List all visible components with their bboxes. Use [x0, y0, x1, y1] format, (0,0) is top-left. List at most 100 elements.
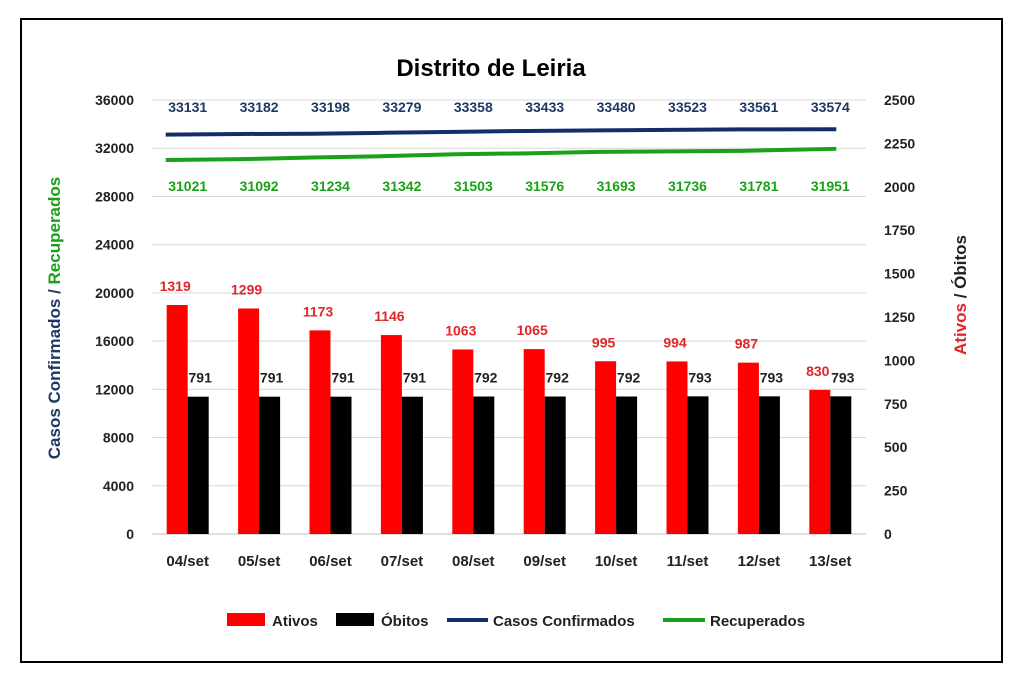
bar-ativos	[166, 305, 188, 534]
chart-title: Distrito de Leiria	[396, 55, 586, 82]
bar-ativos	[309, 330, 331, 534]
data-label-obitos: 793	[688, 369, 712, 385]
data-label-obitos: 791	[189, 370, 213, 386]
right-tick-label: 2500	[884, 92, 915, 108]
category-label: 05/set	[238, 553, 281, 570]
data-label-ativos: 830	[806, 363, 830, 379]
lines	[165, 127, 837, 163]
bar-obitos	[330, 396, 352, 534]
bar-ativos	[523, 349, 545, 534]
right-axis-title-part1: Ativos	[951, 303, 970, 355]
category-label: 12/set	[738, 553, 781, 570]
data-label-obitos: 792	[474, 370, 498, 386]
right-axis-title: Ativos / Óbitos	[951, 235, 970, 355]
right-tick-label: 0	[884, 526, 892, 542]
bar-ativos	[737, 362, 759, 534]
data-label-recuperados: 31503	[454, 178, 493, 194]
data-label-obitos: 792	[546, 370, 570, 386]
data-label-confirmados: 33131	[168, 99, 207, 115]
bar-obitos	[544, 396, 566, 534]
data-label-recuperados: 31092	[240, 178, 279, 194]
data-labels: 1319 791 1299 791 1173 791 1146 791 1063 792 1065 7…	[160, 99, 855, 386]
line-casos-confirmados	[165, 127, 837, 137]
data-label-confirmados: 33574	[811, 99, 850, 115]
legend-label-obitos: Óbitos	[381, 612, 429, 630]
left-axis-title: Casos Confirmados / Recuperados	[45, 177, 64, 459]
data-label-recuperados: 31781	[739, 178, 778, 194]
bar-obitos	[758, 396, 780, 534]
left-tick-label: 16000	[95, 333, 134, 349]
bar-ativos	[238, 308, 260, 534]
right-axis-title-part2: Óbitos	[951, 235, 970, 289]
data-label-obitos: 791	[403, 370, 427, 386]
data-label-recuperados: 31576	[525, 178, 564, 194]
data-label-ativos: 1146	[374, 308, 405, 324]
data-label-recuperados: 31736	[668, 178, 707, 194]
left-axis-title-part2: Recuperados	[45, 177, 64, 285]
left-tick-label: 12000	[95, 381, 134, 397]
data-label-ativos: 995	[592, 334, 616, 350]
category-label: 10/set	[595, 553, 638, 570]
right-tick-label: 1250	[884, 309, 915, 325]
bar-obitos	[259, 396, 281, 534]
right-tick-label: 250	[884, 483, 908, 499]
legend-swatch-ativos	[227, 613, 265, 626]
bar-obitos	[187, 396, 209, 534]
legend: Ativos Óbitos Casos Confirmados Recupera…	[227, 612, 805, 630]
category-label: 06/set	[309, 553, 352, 570]
data-label-obitos: 791	[331, 370, 355, 386]
bar-obitos	[473, 396, 495, 534]
bar-ativos	[380, 335, 402, 534]
bar-ativos	[452, 349, 474, 534]
right-tick-label: 1750	[884, 222, 915, 238]
data-label-recuperados: 31693	[597, 178, 636, 194]
left-axis-title-part1: Casos Confirmados	[45, 299, 64, 460]
category-label: 07/set	[381, 553, 424, 570]
bar-obitos	[616, 396, 638, 534]
left-tick-label: 8000	[103, 430, 134, 446]
data-label-obitos: 793	[831, 369, 855, 385]
data-label-confirmados: 33182	[240, 99, 279, 115]
right-tick-label: 750	[884, 396, 908, 412]
data-label-ativos: 1063	[445, 322, 476, 338]
left-tick-label: 0	[126, 526, 134, 542]
category-label: 13/set	[809, 553, 852, 570]
right-tick-label: 1500	[884, 266, 915, 282]
bar-obitos	[401, 396, 423, 534]
data-label-obitos: 793	[760, 369, 784, 385]
bar-ativos	[595, 361, 617, 534]
right-axis-title-separator: /	[951, 289, 970, 303]
data-label-confirmados: 33358	[454, 99, 493, 115]
category-label: 08/set	[452, 553, 495, 570]
data-label-confirmados: 33480	[597, 99, 636, 115]
data-label-ativos: 987	[735, 336, 759, 352]
right-tick-label: 500	[884, 439, 908, 455]
legend-label-ativos: Ativos	[272, 613, 318, 630]
right-tick-label: 2000	[884, 179, 915, 195]
right-tick-label: 2250	[884, 135, 915, 151]
data-label-ativos: 1319	[160, 278, 191, 294]
category-label: 11/set	[667, 553, 709, 570]
bar-ativos	[809, 389, 831, 534]
bar-obitos	[687, 396, 709, 534]
data-label-recuperados: 31342	[382, 178, 421, 194]
data-label-ativos: 1173	[303, 303, 334, 319]
data-label-ativos: 1065	[517, 322, 548, 338]
data-label-obitos: 791	[260, 370, 284, 386]
data-label-recuperados: 31234	[311, 178, 350, 194]
legend-label-recuperados: Recuperados	[710, 613, 805, 630]
data-label-confirmados: 33561	[739, 99, 778, 115]
bar-obitos	[830, 396, 852, 534]
line-recuperados	[165, 146, 837, 163]
data-label-confirmados: 33279	[382, 99, 421, 115]
category-label: 04/set	[166, 553, 209, 570]
right-tick-label: 1000	[884, 352, 915, 368]
left-tick-label: 20000	[95, 285, 134, 301]
data-label-ativos: 994	[663, 334, 687, 350]
left-tick-label: 24000	[95, 237, 134, 253]
data-label-confirmados: 33198	[311, 99, 350, 115]
left-axis-title-separator: /	[45, 284, 64, 298]
left-tick-label: 36000	[95, 92, 134, 108]
bar-ativos	[666, 361, 688, 534]
